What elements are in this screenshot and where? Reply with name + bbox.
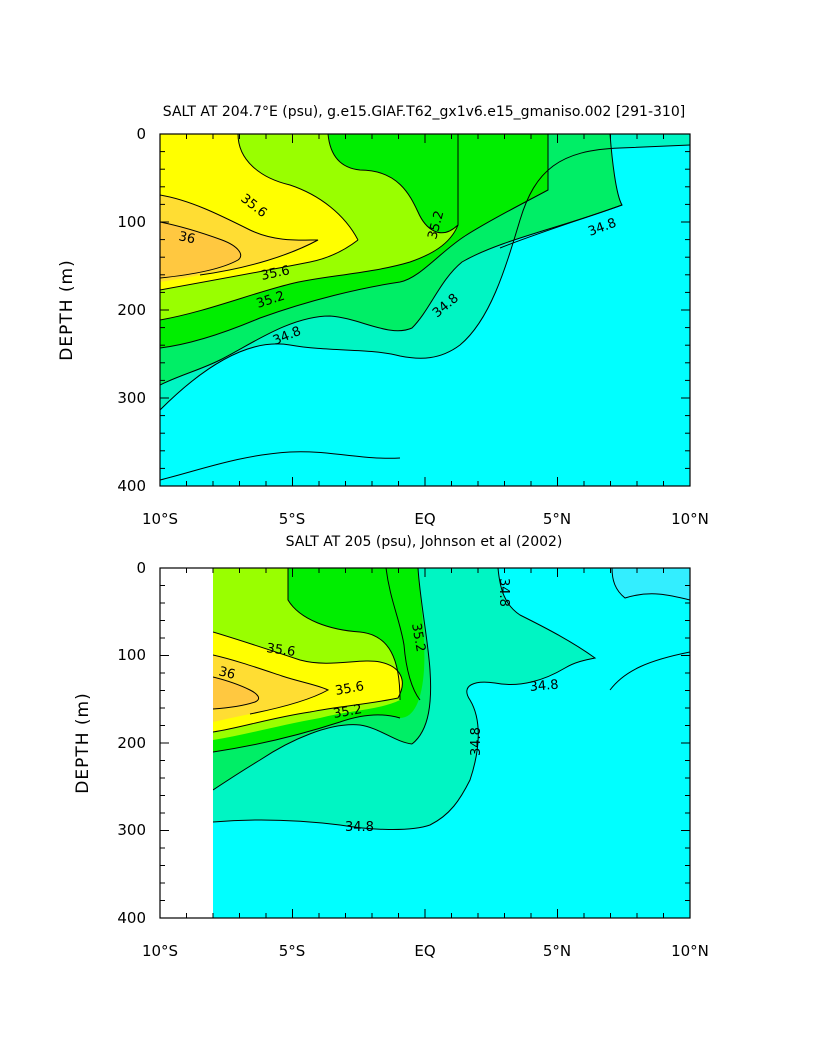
bottom-contour-label: 36: [217, 664, 237, 683]
bottom-contour-label: 34.8: [529, 678, 559, 695]
top-fill-36: [160, 222, 241, 278]
bottom-y-tick-label: 0: [136, 559, 146, 577]
top-filled-contours: [160, 134, 690, 486]
bottom-fill-36: [213, 677, 259, 709]
bottom-contour-label: 34.8: [345, 820, 374, 835]
top-x-tick-label: 5°S: [279, 510, 306, 528]
bottom-y-tick-labels: 0 100 200 300 400: [117, 559, 146, 927]
bottom-y-tick-label: 400: [117, 909, 146, 927]
bottom-contour-lines: [213, 568, 690, 830]
bottom-title: SALT AT 205 (psu), Johnson et al (2002): [286, 534, 563, 550]
top-ticks: [159, 133, 691, 487]
top-y-tick-label: 300: [117, 389, 146, 407]
bottom-x-tick-label: EQ: [414, 942, 435, 960]
top-contour-label: 36: [177, 229, 196, 247]
bottom-contour-label: 35.6: [265, 641, 296, 660]
top-contour-label: 35.6: [260, 263, 291, 284]
top-x-tick-label: EQ: [414, 510, 435, 528]
bottom-x-tick-labels: 10°S 5°S EQ 5°N 10°N: [142, 942, 709, 960]
bottom-y-tick-label: 300: [117, 821, 146, 839]
bottom-filled-contours: [213, 568, 690, 918]
top-title: SALT AT 204.7°E (psu), g.e15.GIAF.T62_gx…: [163, 104, 685, 120]
bottom-y-axis-title: DEPTH (m): [73, 692, 93, 793]
top-y-tick-label: 400: [117, 477, 146, 495]
bottom-contour-label: 34.8: [496, 578, 511, 607]
bottom-contour-label: 35.2: [408, 622, 428, 653]
top-y-axis-title: DEPTH (m): [57, 259, 77, 360]
bottom-x-tick-label: 5°S: [279, 942, 306, 960]
top-y-tick-label: 0: [136, 125, 146, 143]
bottom-panel: SALT AT 205 (psu), Johnson et al (2002): [73, 534, 709, 960]
bottom-contour-label: 34.8: [469, 727, 484, 756]
top-fill-35-6-low: [328, 134, 458, 233]
bottom-ticks: [159, 567, 691, 919]
bottom-y-tick-label: 200: [117, 734, 146, 752]
top-x-tick-label: 5°N: [543, 510, 571, 528]
bottom-x-tick-label: 10°S: [142, 942, 178, 960]
bottom-contour-label: 35.2: [332, 702, 363, 722]
top-contour-labels: 35.6 36 35.6 35.2 34.8 35.2 34.8 34.8: [177, 191, 618, 348]
bottom-x-tick-label: 5°N: [543, 942, 571, 960]
top-panel: SALT AT 204.7°E (psu), g.e15.GIAF.T62_gx…: [57, 104, 709, 528]
bottom-fill-34-8: [213, 568, 690, 918]
top-x-tick-label: 10°S: [142, 510, 178, 528]
bottom-fill-light-cyan: [612, 568, 690, 600]
top-y-tick-label: 100: [117, 213, 146, 231]
top-y-tick-labels: 0 100 200 300 400: [117, 125, 146, 495]
bottom-x-tick-label: 10°N: [671, 942, 709, 960]
top-contour-lines: [160, 134, 690, 481]
top-x-tick-labels: 10°S 5°S EQ 5°N 10°N: [142, 510, 709, 528]
top-contour-label: 35.2: [425, 209, 447, 241]
bottom-contour-labels: 35.6 36 35.6 35.2 35.2 34.8 34.8 34.8 34…: [217, 578, 559, 835]
top-x-tick-label: 10°N: [671, 510, 709, 528]
top-y-tick-label: 200: [117, 301, 146, 319]
bottom-y-tick-label: 100: [117, 646, 146, 664]
bottom-contour-label: 35.6: [334, 679, 365, 699]
